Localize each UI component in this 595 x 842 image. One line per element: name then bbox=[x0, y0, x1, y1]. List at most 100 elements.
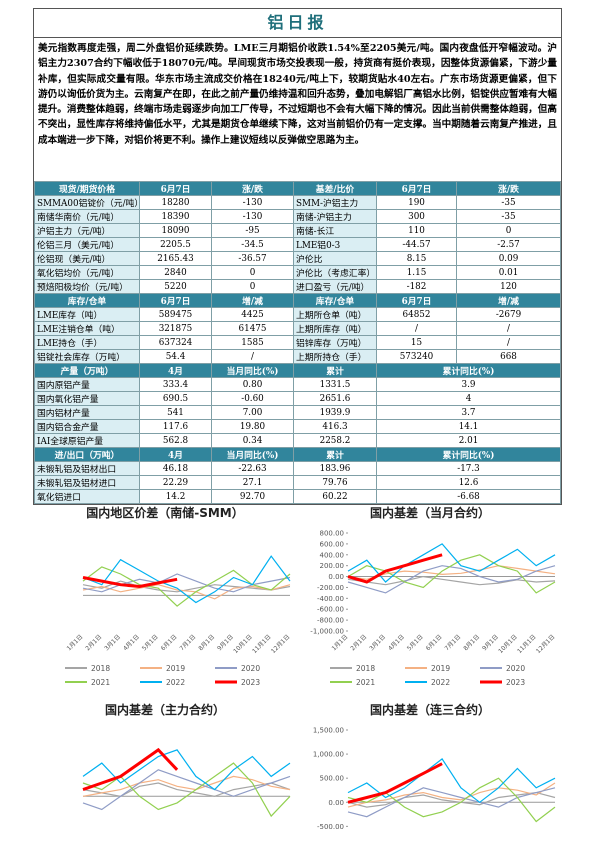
table-cell: -130 bbox=[211, 209, 294, 224]
table-row: 未锻轧铝及铝材出口 46.18 -22.63 183.96 -17.3 bbox=[34, 461, 561, 476]
table-cell: -95 bbox=[211, 223, 294, 238]
table-cell: 6月7日 bbox=[376, 293, 457, 308]
table-cell: 氧化铝进口 bbox=[34, 489, 140, 504]
table-cell: 国内原铝产量 bbox=[34, 377, 140, 392]
table-cell: 南储-长江 bbox=[293, 223, 377, 238]
table-row: 预焙阳极均价（元/吨） 5220 0 进口盈亏（元/吨） -182 120 bbox=[34, 279, 561, 294]
table-row: 未锻轧铝及铝材进口 22.29 27.1 79.76 12.6 bbox=[34, 475, 561, 490]
table-cell: 国内氧化铝产量 bbox=[34, 391, 140, 406]
data-table: 现货/期货价格 6月7日 涨/跌 基差/比价 6月7日 涨/跌 SMMA00铝锭价（元/吨）… bbox=[34, 181, 561, 504]
y-tick-label: -600.00 bbox=[317, 606, 344, 614]
table-cell: 573240 bbox=[376, 349, 457, 364]
table-row: 氧化铝进口 14.2 92.70 60.22 -6.68 bbox=[34, 489, 561, 504]
table-cell: LME持仓（手） bbox=[34, 335, 140, 350]
legend-label: 2023 bbox=[241, 678, 260, 687]
chart-title: 国内基差（连三合约） bbox=[370, 702, 490, 717]
table-cell: 南储华南价（元/吨） bbox=[34, 209, 140, 224]
y-tick-label: 0.00 bbox=[328, 573, 344, 581]
series-line bbox=[347, 565, 556, 594]
chart-title: 国内地区价差（南储-SMM） bbox=[86, 505, 244, 520]
table-cell: 18390 bbox=[139, 209, 212, 224]
table-cell: 南储-沪铝主力 bbox=[293, 209, 377, 224]
table-cell: / bbox=[456, 335, 561, 350]
table-cell: 累计 bbox=[293, 363, 377, 378]
table-cell: 54.4 bbox=[139, 349, 212, 364]
table-cell: 117.6 bbox=[139, 419, 212, 434]
table-cell: 2651.6 bbox=[293, 391, 377, 406]
table-row: SMMA00铝锭价（元/吨） 18280 -130 SMM-沪铝主力 190 -35 bbox=[34, 195, 561, 210]
chart-title: 国内基差（当月合约） bbox=[370, 505, 490, 520]
x-tick-label: 7月1日 bbox=[443, 633, 462, 652]
table-row: 沪铝主力（元/吨） 18090 -95 南储-长江 110 0 bbox=[34, 223, 561, 238]
table-cell: 未锻轧铝及铝材出口 bbox=[34, 461, 140, 476]
table-cell: 321875 bbox=[139, 321, 212, 336]
legend-label: 2021 bbox=[91, 678, 110, 687]
table-cell: 190 bbox=[376, 195, 457, 210]
series-line bbox=[82, 576, 178, 589]
table-cell: 0 bbox=[211, 265, 294, 280]
series-line bbox=[82, 573, 291, 593]
table-cell: 1331.5 bbox=[293, 377, 377, 392]
legend-label: 2020 bbox=[506, 664, 525, 673]
table-cell: -36.57 bbox=[211, 251, 294, 266]
table-cell: 当月同比(%) bbox=[211, 447, 294, 462]
x-tick-label: 8月1日 bbox=[197, 633, 216, 652]
y-tick-label: -1,000.00 bbox=[310, 628, 344, 636]
table-cell: -2.57 bbox=[456, 237, 561, 252]
table-cell: 0 bbox=[456, 223, 561, 238]
table-cell: 预焙阳极均价（元/吨） bbox=[34, 279, 140, 294]
series-line bbox=[82, 782, 291, 797]
x-tick-label: 7月1日 bbox=[178, 633, 197, 652]
table-cell: 562.8 bbox=[139, 433, 212, 448]
table-cell: -34.5 bbox=[211, 237, 294, 252]
table-cell: 3.7 bbox=[376, 405, 561, 420]
table-cell: 8.15 bbox=[376, 251, 457, 266]
table-cell: / bbox=[211, 349, 294, 364]
series-line bbox=[82, 584, 291, 600]
table-cell: 4月 bbox=[139, 363, 212, 378]
table-cell: 2840 bbox=[139, 265, 212, 280]
series-line bbox=[82, 749, 291, 791]
table-cell: 60.22 bbox=[293, 489, 377, 504]
x-tick-label: 4月1日 bbox=[122, 633, 141, 652]
y-tick-label: 1,500.00 bbox=[313, 727, 344, 735]
series-line bbox=[347, 782, 556, 808]
table-cell: 进/出口（万吨） bbox=[34, 447, 140, 462]
x-tick-label: 11月1日 bbox=[516, 633, 538, 655]
legend-label: 2018 bbox=[356, 664, 375, 673]
table-cell: SMMA00铝锭价（元/吨） bbox=[34, 195, 140, 210]
series-line bbox=[347, 787, 556, 818]
table-cell: 300 bbox=[376, 209, 457, 224]
table-cell: 120 bbox=[456, 279, 561, 294]
table-row: 伦铝三月（美元/吨） 2205.5 -34.5 LME铝0-3 -44.57 -2.57 bbox=[34, 237, 561, 252]
table-cell: 19.80 bbox=[211, 419, 294, 434]
report: 铝日报 美元指数再度走强，周二外盘铝价延续跌势。LME三月期铝价收跌1.54%至… bbox=[33, 8, 562, 505]
table-cell: 基差/比价 bbox=[293, 181, 377, 196]
table-cell: 5220 bbox=[139, 279, 212, 294]
table-row: 现货/期货价格 6月7日 涨/跌 基差/比价 6月7日 涨/跌 bbox=[34, 181, 561, 196]
x-tick-label: 2月1日 bbox=[84, 633, 103, 652]
y-tick-label: 1,000.00 bbox=[313, 751, 344, 759]
table-cell: 累计同比(%) bbox=[376, 363, 561, 378]
table-cell: LME铝0-3 bbox=[293, 237, 377, 252]
table-cell: 库存/仓单 bbox=[34, 293, 140, 308]
table-cell: -22.63 bbox=[211, 461, 294, 476]
table-row: 国内铝材产量 541 7.00 1939.9 3.7 bbox=[34, 405, 561, 420]
table-cell: 6月7日 bbox=[139, 293, 212, 308]
table-row: 铝锭社会库存（万吨） 54.4/上期所持仓（手） 573240 668 bbox=[34, 349, 561, 364]
table-cell: -182 bbox=[376, 279, 457, 294]
series-line bbox=[82, 762, 291, 818]
table-cell: 2165.43 bbox=[139, 251, 212, 266]
table-cell: 上期所持仓（手） bbox=[293, 349, 377, 364]
legend-label: 2022 bbox=[431, 678, 450, 687]
table-row: 国内铝合金产量 117.6 19.80 416.3 14.1 bbox=[34, 419, 561, 434]
table-cell: 增/减 bbox=[456, 293, 561, 308]
table-cell: -35 bbox=[456, 209, 561, 224]
table-cell: 7.00 bbox=[211, 405, 294, 420]
table-cell: 铝锌库存（万吨） bbox=[293, 335, 377, 350]
x-tick-label: 10月1日 bbox=[497, 633, 519, 655]
table-cell: 国内铝合金产量 bbox=[34, 419, 140, 434]
table-cell: -2679 bbox=[456, 307, 561, 322]
table-row: 国内氧化铝产量 690.5 -0.60 2651.6 4 bbox=[34, 391, 561, 406]
